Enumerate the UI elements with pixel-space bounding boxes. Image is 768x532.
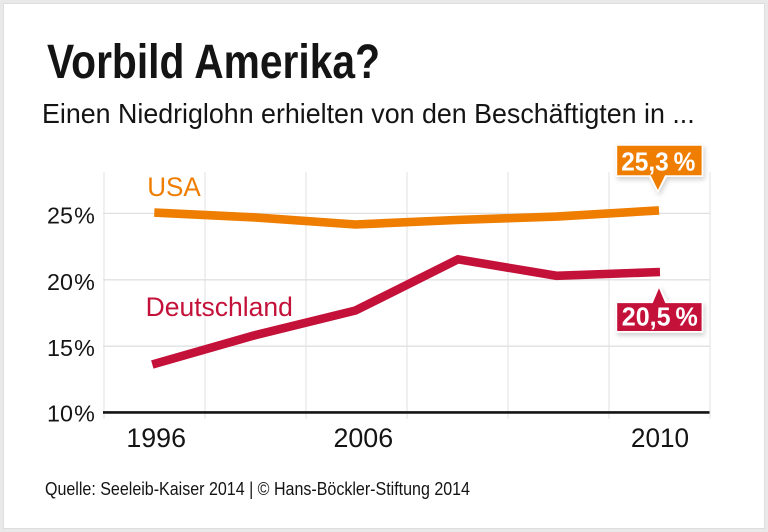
svg-text:USA: USA [147, 172, 201, 202]
svg-text:15%: 15% [47, 335, 95, 361]
svg-text:2010: 2010 [631, 423, 689, 453]
svg-text:2006: 2006 [333, 423, 393, 453]
svg-text:25,3 %: 25,3 % [621, 147, 695, 177]
svg-text:10%: 10% [47, 401, 95, 427]
svg-text:20%: 20% [47, 269, 95, 295]
svg-text:20,5 %: 20,5 % [622, 301, 698, 331]
svg-text:Deutschland: Deutschland [146, 292, 293, 322]
svg-text:25%: 25% [47, 202, 95, 228]
svg-text:1996: 1996 [126, 423, 186, 453]
